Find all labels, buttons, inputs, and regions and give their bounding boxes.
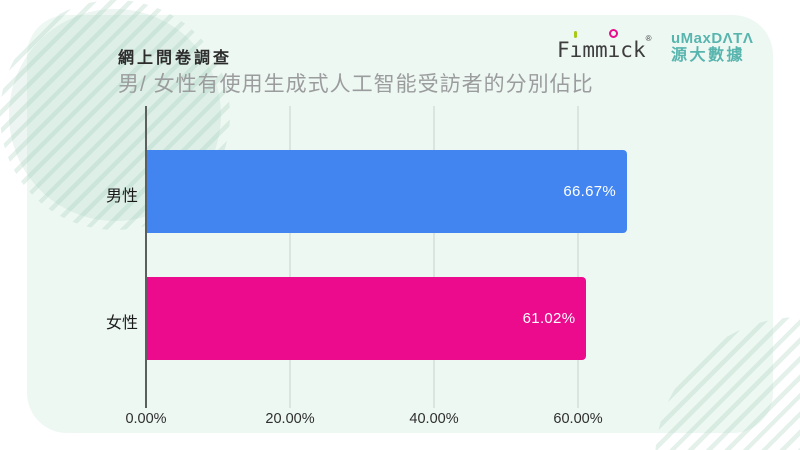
gridline [577,106,579,408]
category-label: 男性 [105,187,138,205]
x-tick-label: 40.00% [409,411,459,427]
bar: 66.67% [147,150,628,233]
gridline [433,106,435,408]
chart-title: 男/ 女性有使用生成式人工智能受訪者的分別佔比 [118,73,594,96]
umaxdata-logo: uMaxDΛTΛ 源大數據 [671,31,753,64]
fimmick-letter: m [594,38,608,62]
fimmick-green-dot-icon [574,31,578,38]
x-tick-label: 60.00% [553,411,603,427]
fimmick-letter-i: ı [608,29,620,62]
registered-trademark-icon: ® [645,34,652,43]
bar-value-label: 66.67% [563,183,617,200]
fimmick-letter: k [632,38,646,62]
bar-value-label: 61.02% [522,310,576,327]
x-tick-label: 0.00% [125,411,167,427]
survey-kicker: 網上問卷調查 [118,50,233,67]
fimmick-letter: F [557,38,570,62]
fimmick-letter: m [582,38,595,62]
x-tick-label: 20.00% [265,411,315,427]
category-label: 女性 [105,314,138,332]
gridline [289,106,291,408]
y-axis-line [145,106,147,408]
fimmick-letter-i: ı [570,31,582,62]
fimmick-pink-ring-icon [609,29,619,38]
umaxdata-logo-zh: 源大數據 [671,47,746,64]
fimmick-logo: Fı mmı ck® [557,29,652,62]
bar: 61.02% [147,277,587,360]
umaxdata-logo-en: uMaxDΛTΛ [671,30,754,47]
fimmick-letter: c [620,38,633,62]
